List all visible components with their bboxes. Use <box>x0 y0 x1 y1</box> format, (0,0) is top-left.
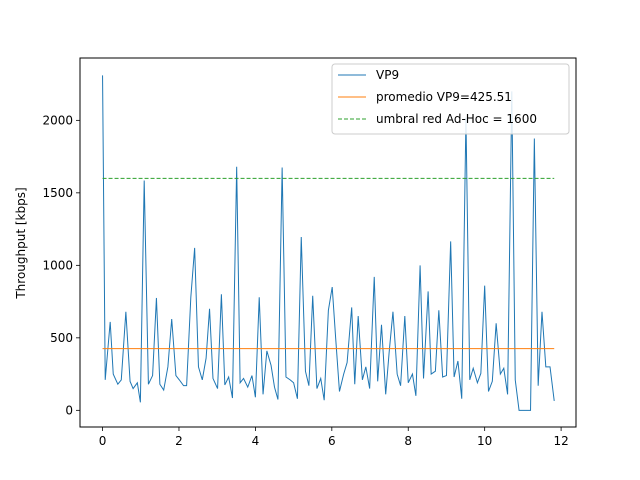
y-tick-label: 500 <box>50 331 73 345</box>
y-tick-label: 2000 <box>42 113 73 127</box>
legend-label-vp9: VP9 <box>376 68 399 82</box>
legend-label-mean: promedio VP9=425.51 <box>376 90 512 104</box>
series-line-vp9 <box>102 75 555 411</box>
x-tick-label: 12 <box>553 434 568 448</box>
plot-frame <box>79 57 577 428</box>
y-tick-label: 1000 <box>42 258 73 272</box>
x-tick-label: 0 <box>99 434 107 448</box>
legend: VP9 promedio VP9=425.51 umbral red Ad-Hoc … <box>331 63 570 135</box>
x-tick-label: 4 <box>252 434 260 448</box>
x-tick-label: 6 <box>328 434 336 448</box>
x-tick-label: 8 <box>404 434 412 448</box>
legend-box <box>331 63 570 135</box>
x-tick-label: 10 <box>477 434 492 448</box>
x-tick-label: 2 <box>175 434 183 448</box>
y-axis-label: Throughput [kbps] <box>14 187 28 299</box>
y-tick-label: 0 <box>65 403 73 417</box>
y-tick-label: 1500 <box>42 186 73 200</box>
legend-label-threshold: umbral red Ad-Hoc = 1600 <box>376 112 537 126</box>
